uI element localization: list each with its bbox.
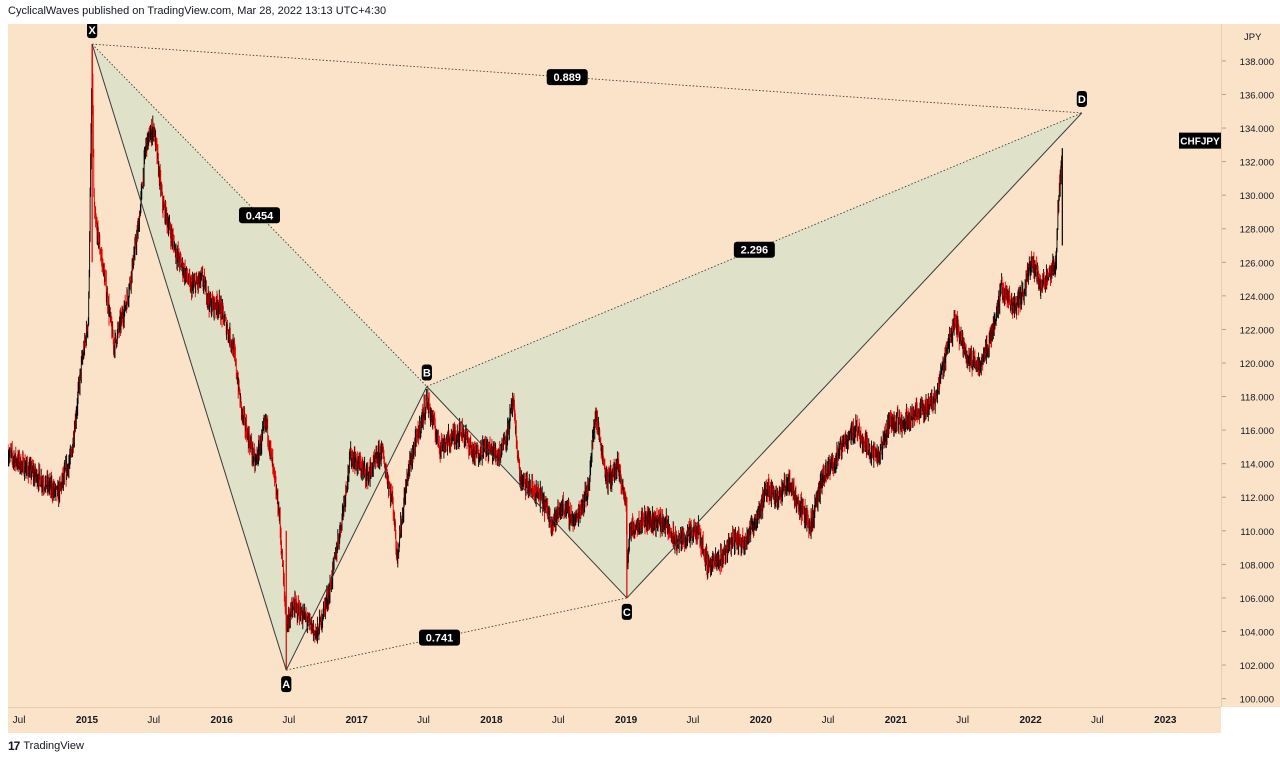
y-tick-label: 128.000	[1240, 225, 1274, 236]
x-tick-label: Jul	[956, 715, 969, 726]
y-tick-label: 100.000	[1240, 695, 1274, 706]
x-tick-label: 2022	[1019, 715, 1042, 726]
point-label-b: B	[421, 364, 432, 381]
point-label-a-text: A	[282, 679, 290, 691]
x-tick-label: Jul	[13, 715, 26, 726]
y-tick-label: 124.000	[1240, 292, 1274, 303]
point-label-b-text: B	[423, 367, 431, 379]
ratio-label-0-741-text: 0.741	[426, 633, 454, 645]
ratio-label-0-454: 0.454	[238, 207, 280, 224]
y-tick-label: 114.000	[1240, 460, 1274, 471]
y-tick-label: 130.000	[1240, 191, 1274, 202]
ratio-label-2-296-text: 2.296	[741, 245, 769, 257]
chart-plot[interactable]: 0.454 0.741 2.296 0.889 X A B C D CHFJPY	[7, 22, 1221, 707]
point-label-b-bg	[421, 364, 432, 381]
tradingview-logo-icon: 17	[8, 739, 20, 753]
y-tick-label: 132.000	[1240, 158, 1274, 169]
x-tick-label: Jul	[687, 715, 700, 726]
pattern-bcd-fill	[426, 112, 1082, 598]
point-label-x-bg	[87, 22, 98, 39]
point-label-d: D	[1076, 90, 1087, 107]
y-tick-label: 102.000	[1240, 661, 1274, 672]
ratio-label-0-741: 0.741	[419, 629, 461, 646]
point-label-c-text: C	[623, 607, 631, 619]
x-tick-label: 2016	[211, 715, 234, 726]
point-label-d-text: D	[1078, 94, 1086, 106]
currency-label: JPY	[1244, 32, 1262, 43]
x-tick-label: Jul	[822, 715, 835, 726]
y-tick-label: 112.000	[1240, 493, 1274, 504]
x-tick-label: Jul	[417, 715, 430, 726]
ratio-label-2-296-bg	[733, 241, 775, 258]
y-tick-label: 138.000	[1240, 57, 1274, 68]
leg-ab	[285, 386, 428, 671]
publish-info: CyclicalWaves published on TradingView.c…	[8, 5, 387, 17]
x-tick-label: 2019	[615, 715, 638, 726]
leg-xa	[91, 43, 287, 671]
point-label-c-bg	[621, 603, 632, 620]
x-tick-label: 2017	[346, 715, 369, 726]
footer-brand-label: TradingView	[23, 740, 84, 752]
point-label-x: X	[87, 22, 98, 39]
x-tick-label: 2015	[76, 715, 99, 726]
leg-cd	[626, 112, 1083, 599]
y-tick-label: 134.000	[1240, 124, 1274, 135]
price-axis[interactable]: 100.000 102.000 104.000 106.000 108.000 110.0…	[1221, 24, 1280, 707]
leg-bc	[426, 386, 628, 599]
chart-area[interactable]: 0.454 0.741 2.296 0.889 X A B C D CHFJPY	[7, 22, 1221, 707]
x-tick-label: 2023	[1154, 715, 1177, 726]
point-label-a: A	[281, 676, 292, 693]
ratio-label-0-454-bg	[238, 207, 280, 224]
x-tick-label: 2020	[750, 715, 773, 726]
point-label-d-bg	[1076, 90, 1087, 107]
y-tick-label: 120.000	[1240, 359, 1274, 370]
ratio-label-2-296: 2.296	[733, 241, 775, 258]
x-tick-label: Jul	[147, 715, 160, 726]
ticker-label-text: CHFJPY	[1180, 137, 1220, 148]
x-tick-label: 2021	[885, 715, 908, 726]
point-label-a-bg	[281, 676, 292, 693]
y-tick-label: 106.000	[1240, 594, 1274, 605]
ticker-label-bg	[1179, 132, 1221, 149]
y-tick-label: 136.000	[1240, 90, 1274, 101]
y-tick-label: 116.000	[1240, 426, 1274, 437]
y-tick-label: 104.000	[1240, 627, 1274, 638]
y-tick-label: 110.000	[1240, 527, 1274, 538]
pattern-xab-fill	[92, 44, 427, 671]
ticker-label: CHFJPY	[1179, 132, 1221, 149]
point-label-x-text: X	[88, 25, 96, 37]
x-tick-label: Jul	[282, 715, 295, 726]
y-tick-label: 126.000	[1240, 258, 1274, 269]
candles-group	[7, 44, 1063, 671]
footer-brand[interactable]: 17 TradingView	[8, 739, 84, 753]
ratio-label-0-889-bg	[546, 69, 588, 86]
point-label-c: C	[621, 603, 632, 620]
ratio-label-0-889-text: 0.889	[553, 72, 581, 84]
x-tick-label: Jul	[552, 715, 565, 726]
x-tick-label: Jul	[1091, 715, 1104, 726]
y-tick-label: 108.000	[1240, 560, 1274, 571]
ratio-label-0-741-bg	[419, 629, 461, 646]
x-tick-label: 2018	[480, 715, 503, 726]
ratio-label-0-889: 0.889	[546, 69, 588, 86]
ratio-line-xd	[92, 43, 1082, 114]
ratio-label-0-454-text: 0.454	[246, 210, 274, 222]
y-tick-label: 118.000	[1240, 393, 1274, 404]
time-axis[interactable]: Jul 2015 Jul 2016 Jul 2017 Jul 2018 Jul 2019 Jul 20…	[8, 707, 1221, 733]
y-tick-label: 122.000	[1240, 325, 1274, 336]
